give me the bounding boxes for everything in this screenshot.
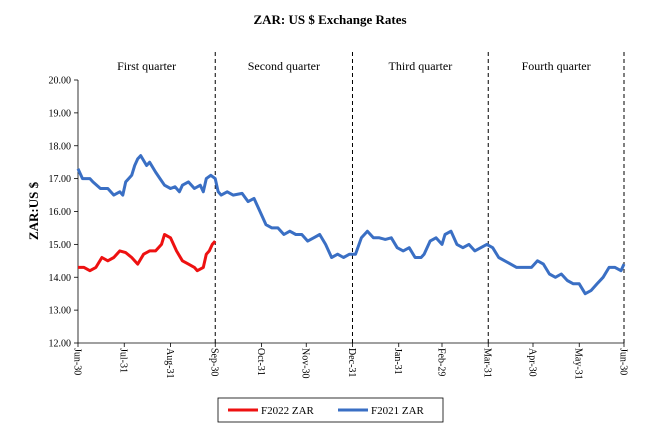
chart-title: ZAR: US $ Exchange Rates <box>253 12 406 27</box>
x-tick-label: Aug-31 <box>164 348 175 379</box>
y-tick-label: 19.00 <box>49 108 72 119</box>
series-line <box>78 233 217 273</box>
y-tick-label: 15.00 <box>49 240 72 251</box>
y-tick-label: 13.00 <box>49 306 72 317</box>
y-axis-label: ZAR:US $ <box>26 181 41 240</box>
quarter-label: Third quarter <box>389 59 453 73</box>
x-tick-label: Jan-31 <box>392 348 403 375</box>
x-tick-label: Jun-30 <box>72 348 83 375</box>
x-tick-label: Jun-30 <box>618 348 629 375</box>
x-tick-label: Sep-30 <box>209 348 220 376</box>
y-tick-label: 20.00 <box>49 76 72 87</box>
x-tick-label: Jul-31 <box>118 348 129 373</box>
series-line <box>76 154 626 296</box>
quarter-label: Fourth quarter <box>522 59 591 73</box>
y-tick-label: 16.00 <box>49 207 72 218</box>
y-tick-label: 12.00 <box>49 339 72 350</box>
quarter-label: Second quarter <box>248 59 320 73</box>
legend-label: F2022 ZAR <box>261 405 315 417</box>
legend-label: F2021 ZAR <box>371 405 425 417</box>
y-tick-label: 17.00 <box>49 174 72 185</box>
x-tick-label: Feb-29 <box>436 348 447 376</box>
y-tick-label: 18.00 <box>49 141 72 152</box>
x-tick-label: Dec-31 <box>346 348 357 377</box>
x-tick-label: Nov-30 <box>300 348 311 379</box>
x-tick-label: Mar-31 <box>482 348 493 378</box>
y-tick-label: 14.00 <box>49 273 72 284</box>
quarter-label: First quarter <box>117 59 176 73</box>
x-tick-label: Oct-31 <box>255 348 266 376</box>
x-tick-label: Apr-30 <box>527 348 538 377</box>
x-tick-label: May-31 <box>573 348 584 380</box>
legend-box <box>217 397 444 423</box>
